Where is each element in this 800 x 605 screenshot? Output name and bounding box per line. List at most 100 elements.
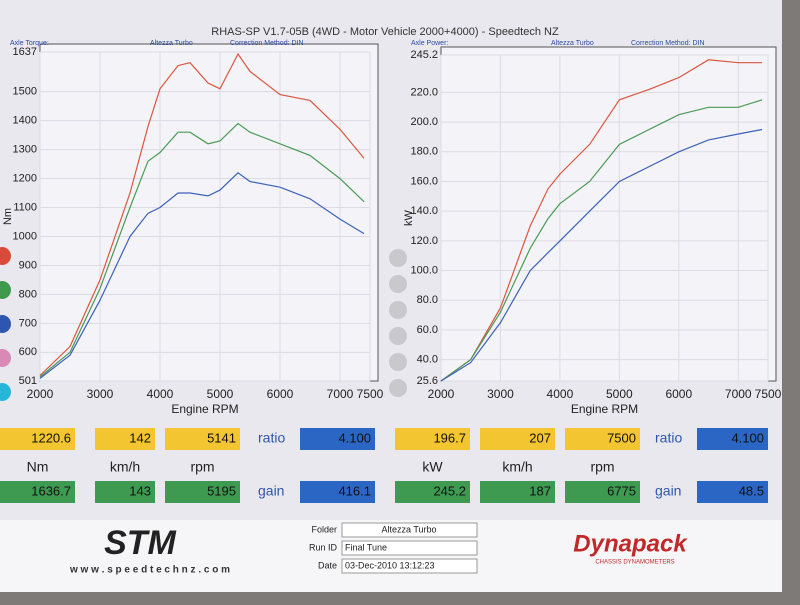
- footer: STM w w w . s p e e d t e c h n z . c o …: [69, 522, 688, 576]
- readout-box: [0, 428, 75, 450]
- curve: [39, 122, 365, 378]
- readout-value: 5141: [207, 430, 236, 445]
- x-tick-label: 3000: [487, 387, 514, 401]
- readout-value: 143: [129, 483, 151, 498]
- unit-label: rpm: [590, 459, 614, 475]
- readout-value: 4.100: [731, 430, 764, 445]
- readout-label: ratio: [655, 430, 682, 446]
- y-tick-label: 180.0: [410, 146, 438, 158]
- x-axis-label: Engine RPM: [171, 402, 238, 416]
- caption: Altezza Turbo: [551, 40, 594, 47]
- readout-box: [395, 428, 470, 450]
- brand: Dynapack: [573, 530, 688, 557]
- y-tick-label: 40.0: [417, 354, 438, 366]
- readout-value: 207: [529, 430, 551, 445]
- readout-value: 187: [529, 483, 551, 498]
- unit-label: km/h: [502, 459, 532, 475]
- y-tick-label: 160.0: [410, 175, 438, 187]
- readout-box: [565, 481, 640, 503]
- run-box: [341, 540, 478, 556]
- curve: [39, 52, 365, 376]
- date-box: [341, 558, 478, 574]
- y-tick-label: 245.2: [410, 49, 438, 61]
- dot: [0, 383, 11, 401]
- dot: [389, 275, 407, 293]
- readout-label: ratio: [258, 430, 285, 446]
- readout-value: 5195: [207, 483, 236, 498]
- caption: Altezza Turbo: [150, 40, 193, 47]
- dot: [0, 247, 11, 265]
- readout-value: 48.5: [739, 483, 764, 498]
- plot-area: [440, 46, 777, 382]
- readout-box: [95, 428, 155, 450]
- curve: [440, 99, 763, 382]
- readout-box: [480, 481, 555, 503]
- x-tick-label: 5000: [606, 387, 633, 401]
- x-tick-label: 2000: [27, 387, 54, 401]
- dot: [389, 249, 407, 267]
- y-tick-label: 600: [19, 346, 37, 358]
- y-axis-label: Nm: [2, 208, 14, 225]
- readout-box: [300, 481, 375, 503]
- y-tick-label: 60.0: [417, 324, 438, 336]
- brand-sub: CHASSIS DYNAMOMETERS: [595, 560, 674, 566]
- readout-value: 196.7: [433, 430, 466, 445]
- readout-label: gain: [655, 483, 681, 499]
- y-tick-label: 1300: [13, 144, 37, 156]
- readout-box: [565, 428, 640, 450]
- logo: STM: [104, 524, 176, 562]
- curve: [39, 172, 365, 379]
- y-tick-label: 501: [19, 375, 37, 387]
- unit-label: rpm: [190, 459, 214, 475]
- x-tick-label: 3000: [87, 387, 114, 401]
- x-axis-label: Engine RPM: [571, 402, 638, 416]
- x-tick-label: 7000: [327, 387, 354, 401]
- dot: [389, 353, 407, 371]
- date: 03-Dec-2010 13:12:23: [345, 560, 435, 570]
- y-tick-label: 800: [19, 288, 37, 300]
- dot: [389, 301, 407, 319]
- y-tick-label: 1637: [13, 46, 37, 58]
- caption: Axle Power:: [411, 40, 448, 47]
- x-tick-label: 4000: [147, 387, 174, 401]
- readout-box: [480, 428, 555, 450]
- run: Final Tune: [345, 542, 387, 552]
- y-axis-label: kW: [403, 209, 415, 226]
- y-tick-label: 120.0: [410, 235, 438, 247]
- y-tick-label: 900: [19, 259, 37, 271]
- x-tick-label: 4000: [547, 387, 574, 401]
- caption: Correction Method: DIN: [631, 40, 705, 47]
- readout-value: 1220.6: [31, 430, 71, 445]
- run-label: Run ID: [309, 542, 338, 552]
- plot-area: [39, 43, 379, 382]
- caption: Correction Method: DIN: [230, 40, 304, 47]
- unit-label: Nm: [27, 459, 49, 475]
- readout-box: [697, 428, 768, 450]
- folder-label: Folder: [311, 524, 337, 534]
- website: w w w . s p e e d t e c h n z . c o m: [69, 565, 230, 576]
- y-tick-label: 1200: [13, 172, 37, 184]
- legend-dots: [0, 247, 407, 401]
- y-tick-label: 1400: [13, 115, 37, 127]
- y-tick-label: 700: [19, 317, 37, 329]
- dot: [0, 349, 11, 367]
- readout-value: 7500: [607, 430, 636, 445]
- readout-box: [95, 481, 155, 503]
- readout-box: [165, 428, 240, 450]
- curve: [440, 128, 763, 382]
- header-title: RHAS-SP V1.7-05B (4WD - Motor Vehicle 20…: [211, 26, 559, 38]
- y-tick-label: 1500: [13, 86, 37, 98]
- x-tick-label: 6000: [665, 387, 692, 401]
- x-tick-label: 7500: [357, 387, 384, 401]
- y-tick-label: 80.0: [417, 294, 438, 306]
- x-tick-label: 2000: [428, 387, 455, 401]
- dot: [389, 379, 407, 397]
- x-tick-label: 7000: [725, 387, 752, 401]
- x-tick-label: 5000: [207, 387, 234, 401]
- y-tick-label: 100.0: [410, 264, 438, 276]
- readout-value: 4.100: [338, 430, 371, 445]
- readout-value: 142: [129, 430, 151, 445]
- folder: Altezza Turbo: [381, 524, 436, 534]
- unit-label: km/h: [110, 459, 140, 475]
